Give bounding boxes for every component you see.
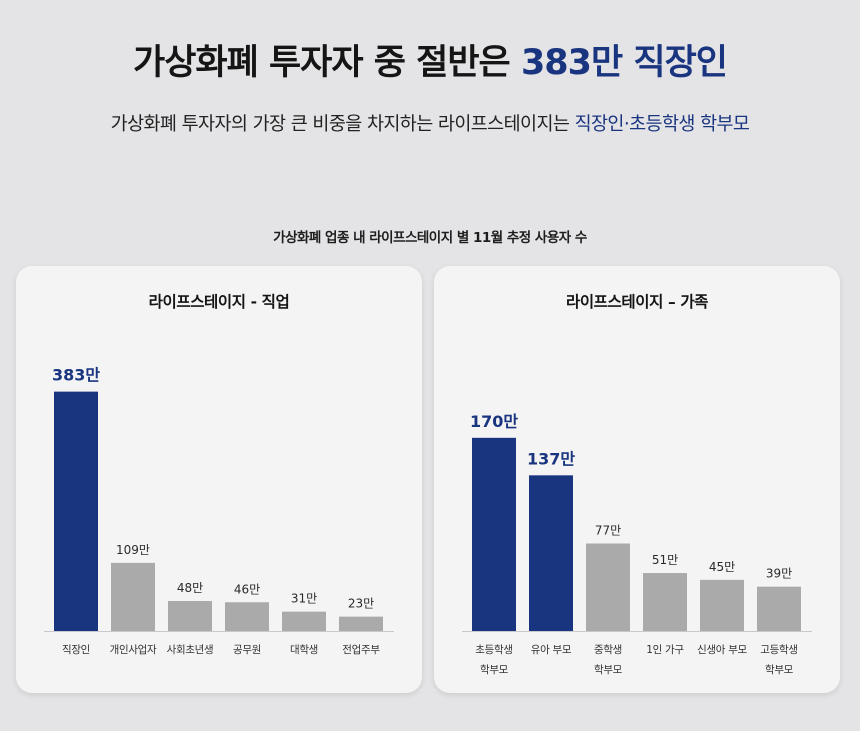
category-label: 학부모 [765, 664, 794, 676]
subheadline-main: 가상화폐 투자자의 가장 큰 비중을 차지하는 라이프스테이지는 [110, 114, 575, 135]
bar [472, 437, 516, 631]
bar-value-label: 39만 [766, 567, 792, 581]
bar-value-label: 31만 [291, 592, 317, 606]
chart-title-occupation: 라이프스테이지 - 직업 [148, 293, 290, 311]
category-label: 고등학생 [760, 644, 797, 656]
category-label: 중학생 [594, 644, 622, 656]
chart-title-family: 라이프스테이지 – 가족 [565, 293, 709, 311]
bar [282, 611, 326, 631]
category-label: 신생아 부모 [697, 644, 747, 656]
headline: 가상화폐 투자자 중 절반은 383만 직장인 [0, 34, 860, 85]
bar [586, 543, 630, 631]
category-label: 초등학생 [475, 644, 512, 656]
bar-value-label: 109만 [116, 543, 150, 557]
bar [168, 601, 212, 631]
bar-value-label: 48만 [177, 581, 203, 595]
bar-value-label: 45만 [709, 560, 735, 574]
headline-highlight: 383만 직장인 [520, 43, 728, 83]
category-label: 대학생 [290, 644, 318, 656]
category-label: 사회초년생 [167, 644, 214, 656]
bar [757, 586, 801, 631]
category-label: 유아 부모 [531, 644, 572, 656]
category-label: 개인사업자 [110, 643, 157, 656]
subheadline-highlight: 직장인·초등학생 학부모 [574, 114, 750, 135]
bar-value-label: 23만 [348, 597, 374, 611]
category-label: 공무원 [233, 644, 261, 656]
chart-caption: 가상화폐 업종 내 라이프스테이지 별 11월 추정 사용자 수 [273, 230, 587, 246]
bar [643, 573, 687, 631]
bar [529, 475, 573, 631]
category-label: 1인 가구 [646, 644, 684, 656]
bar [700, 579, 744, 631]
bar-value-label: 46만 [234, 582, 260, 596]
bar-value-label: 51만 [652, 553, 678, 567]
subheadline: 가상화폐 투자자의 가장 큰 비중을 차지하는 라이프스테이지는 직장인·초등학… [0, 110, 860, 136]
bar-value-label: 383만 [52, 366, 100, 385]
category-label: 학부모 [480, 664, 509, 676]
bar-value-label: 137만 [527, 449, 575, 468]
category-label: 직장인 [62, 644, 90, 656]
bar [111, 562, 155, 631]
bar [225, 602, 269, 631]
bar-value-label: 170만 [470, 412, 518, 431]
headline-main: 가상화폐 투자자 중 절반은 [133, 43, 521, 83]
bar [54, 391, 98, 631]
category-label: 전업주부 [342, 643, 380, 656]
bar [339, 616, 383, 631]
bar-value-label: 77만 [595, 524, 621, 538]
category-label: 학부모 [594, 664, 623, 676]
